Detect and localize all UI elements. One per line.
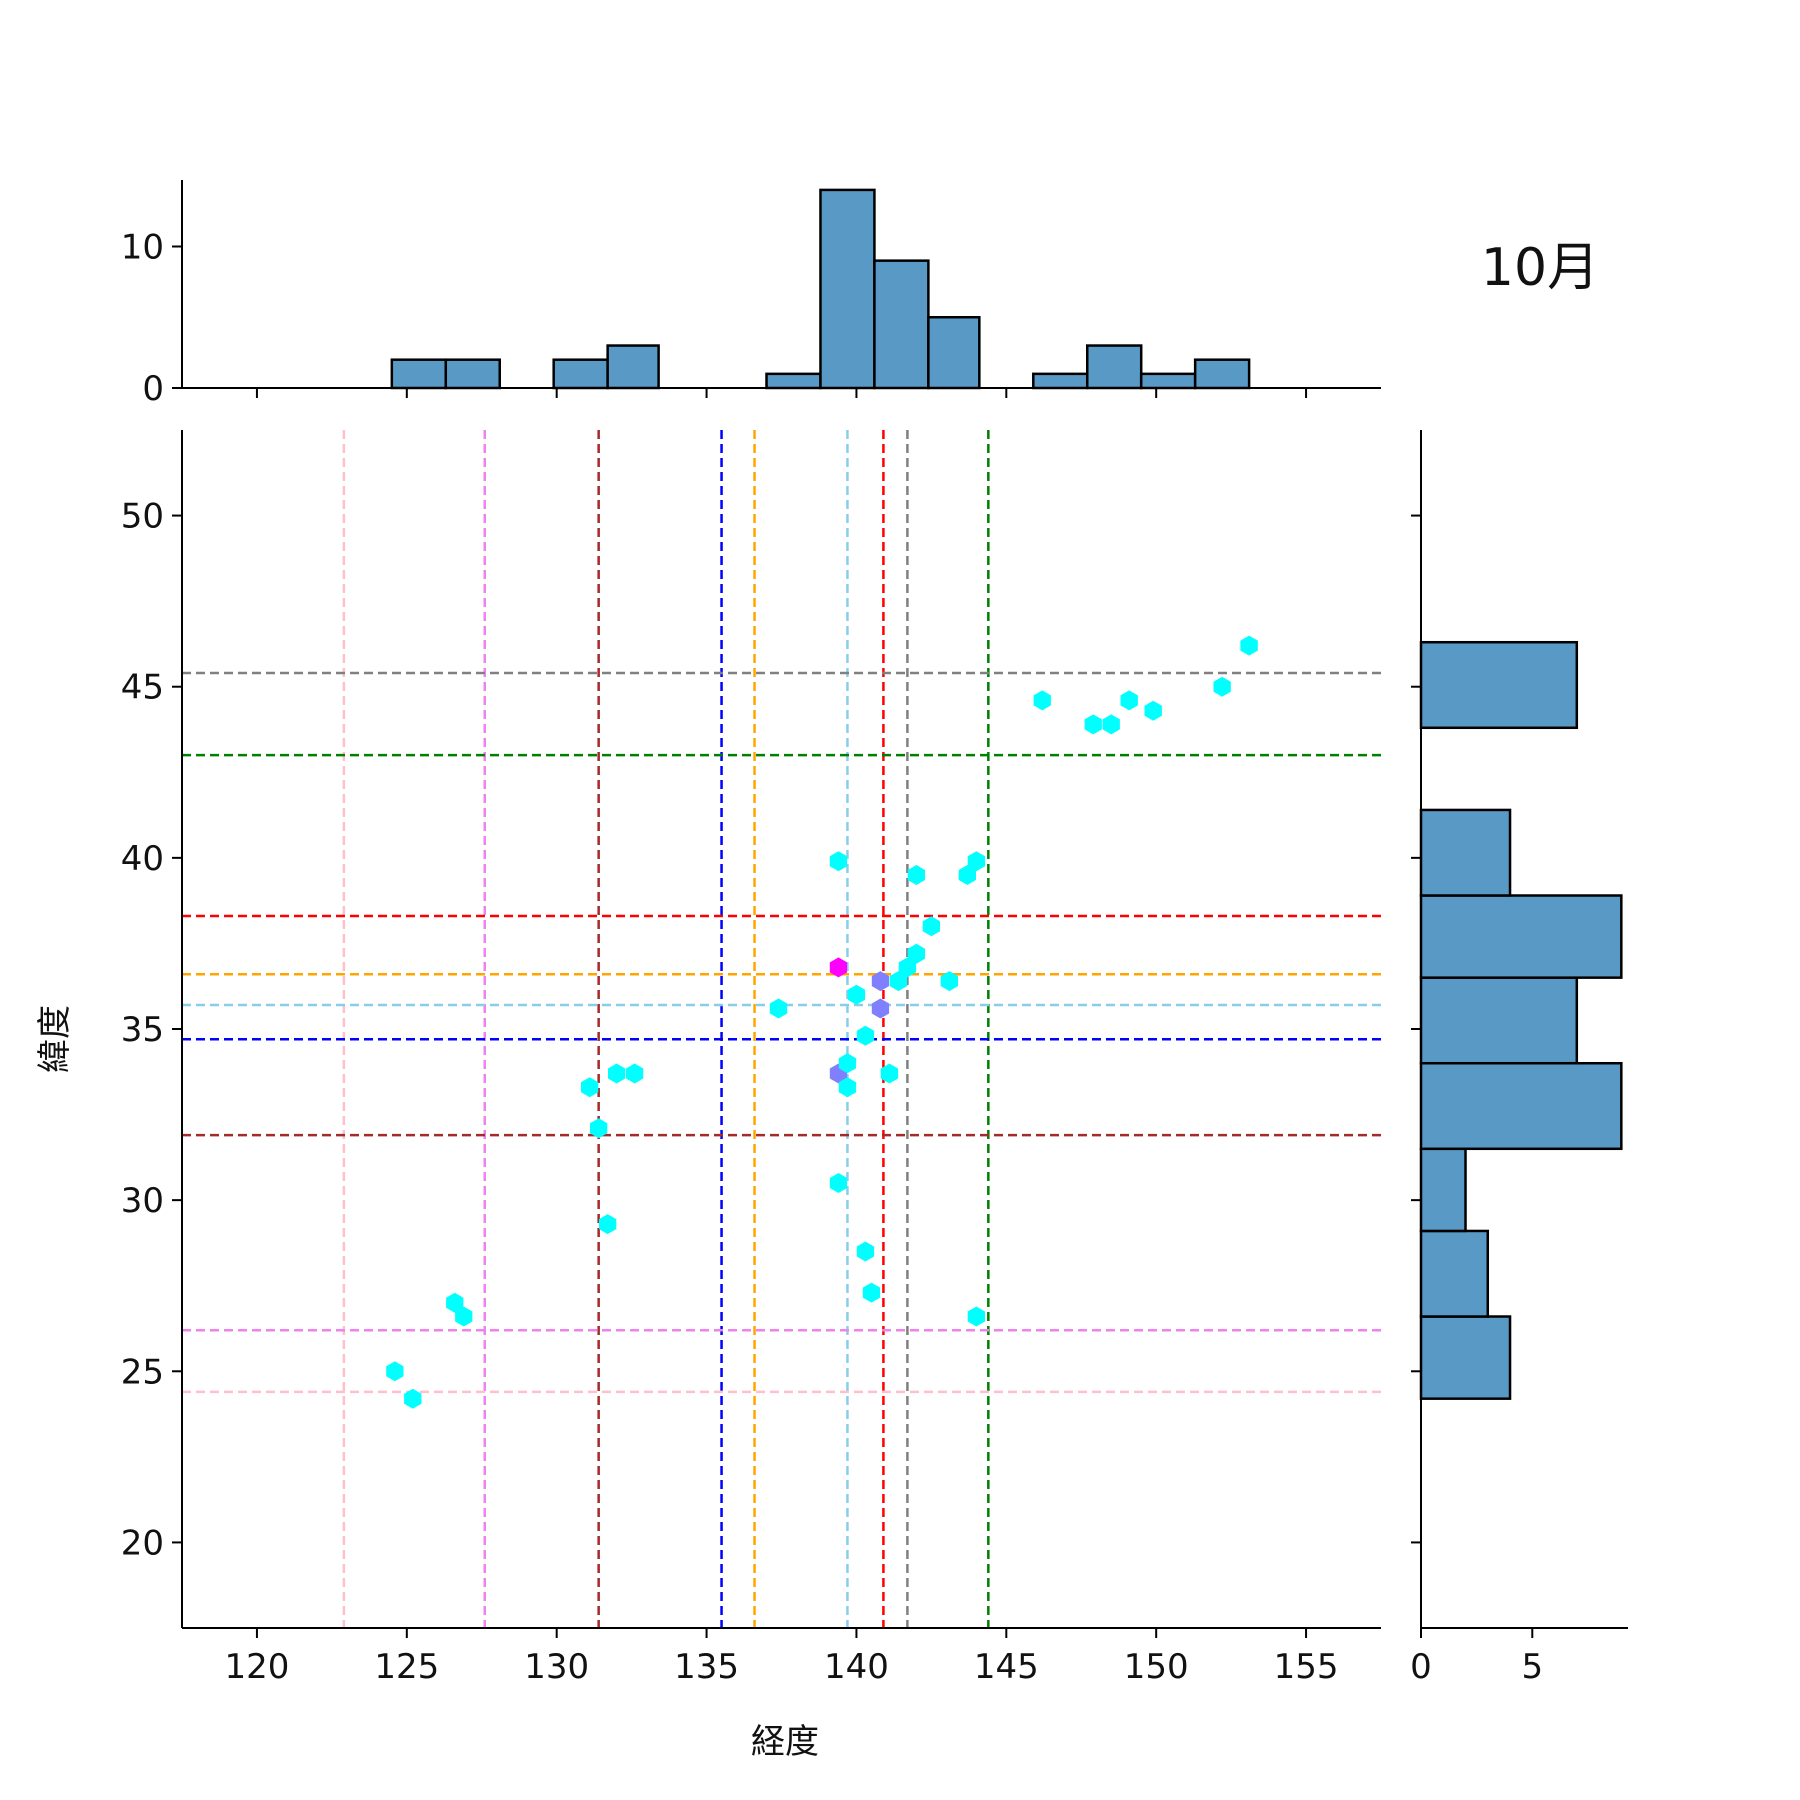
hexbin-cell <box>967 851 985 872</box>
y-tick-label: 30 <box>121 1181 164 1221</box>
hexbin-cell <box>1084 714 1102 735</box>
main-plot: 120 125 130 135 140 145 150 155 20 25 30 35 40 45 50 <box>121 430 1381 1687</box>
hexbin-cell <box>1120 690 1138 711</box>
top-histogram-bar <box>390 358 448 390</box>
top-histogram-bar <box>552 358 609 390</box>
hexbin-cell <box>940 971 958 992</box>
y-tick-label: 40 <box>121 839 164 879</box>
hexbin-cell <box>871 971 890 992</box>
top-histogram-bar <box>1032 372 1089 390</box>
hexbin-cell <box>446 1292 464 1313</box>
top-histogram-bar <box>1139 372 1197 390</box>
top-histogram-bar <box>819 188 876 390</box>
top-histogram-bar <box>873 259 930 390</box>
y-axis-title: 緯度 <box>35 1005 75 1073</box>
hexbin-cell <box>889 971 908 992</box>
right-histogram-bar <box>1419 640 1579 730</box>
x-tick-label: 145 <box>974 1647 1039 1687</box>
hexbin-cell <box>626 1063 644 1084</box>
x-axis-title: 経度 <box>751 1722 819 1762</box>
right-histogram-bar <box>1419 1229 1490 1318</box>
top-histogram-bar <box>765 372 822 390</box>
hexbin-cell <box>829 851 848 872</box>
y-tick-label: 25 <box>121 1352 164 1392</box>
top-histogram: 0 10 <box>121 180 1381 409</box>
hexbin-cell <box>1240 635 1258 656</box>
hexbin-cell <box>590 1118 608 1139</box>
hexbin-cell <box>862 1282 881 1303</box>
top-hist-y-tick-label: 10 <box>121 228 164 268</box>
hexbin-cell <box>898 957 917 978</box>
top-hist-y-tick-label: 0 <box>142 369 164 409</box>
hexbin-cell <box>1033 690 1051 711</box>
right-histogram-bar <box>1419 894 1623 979</box>
hexbin-cell <box>856 1241 875 1262</box>
top-histogram-bar <box>1193 358 1251 390</box>
x-tick-label: 140 <box>824 1647 889 1687</box>
hexbin-cell <box>967 1306 985 1327</box>
x-tick-label: 150 <box>1124 1647 1189 1687</box>
right-histogram-bar <box>1419 1315 1512 1400</box>
right-histogram-bar <box>1419 808 1512 897</box>
top-histogram-bar <box>1085 344 1143 390</box>
x-tick-label: 135 <box>674 1647 739 1687</box>
hexbin-cell <box>880 1063 899 1084</box>
hexbin-cell <box>829 1173 848 1193</box>
hexbin-cell <box>1144 700 1162 721</box>
hexbin-cell <box>856 1025 875 1046</box>
top-histogram-bar <box>606 344 660 390</box>
right-histogram-bar <box>1419 1061 1623 1151</box>
hexbin-cell <box>455 1306 473 1327</box>
hexbin-cell <box>599 1214 617 1235</box>
hexbin-cell <box>581 1077 599 1098</box>
top-histogram-bar <box>444 358 501 390</box>
hexbin-cell <box>907 943 925 964</box>
hexbin-cell <box>608 1063 626 1084</box>
hexbin-cell <box>922 916 940 937</box>
x-tick-label: 155 <box>1274 1647 1339 1687</box>
top-histogram-bar <box>927 316 981 390</box>
hexbin-cell <box>829 957 848 978</box>
right-hist-x-tick-label: 0 <box>1410 1647 1432 1687</box>
right-hist-x-tick-label: 5 <box>1521 1647 1543 1687</box>
hexbin-cell <box>907 865 925 885</box>
y-tick-label: 45 <box>121 668 164 708</box>
hexbin-cell <box>847 984 866 1005</box>
y-tick-label: 50 <box>121 497 164 537</box>
hexbin-cell <box>404 1388 422 1409</box>
y-tick-label: 20 <box>121 1523 164 1563</box>
x-tick-label: 120 <box>224 1647 289 1687</box>
y-tick-label: 35 <box>121 1010 164 1050</box>
hexbin-cell <box>838 1077 857 1098</box>
x-tick-label: 130 <box>524 1647 589 1687</box>
right-histogram-bar <box>1419 976 1579 1065</box>
hexbin-cell <box>871 998 890 1019</box>
hexbin-cell <box>1102 714 1120 735</box>
x-tick-label: 125 <box>374 1647 439 1687</box>
hexbin-cell <box>386 1361 404 1382</box>
hexbin-cell <box>958 865 976 885</box>
hexbin-cell <box>838 1053 857 1074</box>
hexbin-cell <box>769 998 788 1019</box>
chart-title: 10月 <box>1481 238 1599 298</box>
right-histogram-bar <box>1419 1147 1467 1233</box>
hexbin-cell <box>1213 676 1231 697</box>
